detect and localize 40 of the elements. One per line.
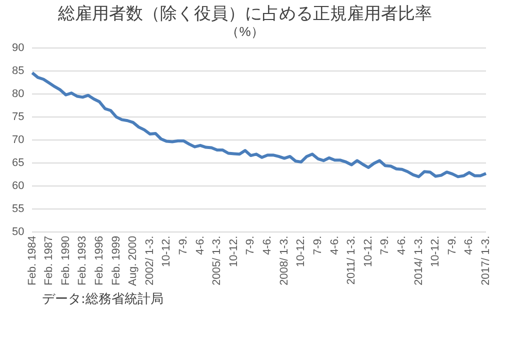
x-tick-label: 4-6. — [396, 236, 408, 255]
x-tick-label: Aug. 2000 — [127, 236, 140, 286]
chart-subtitle: （%） — [226, 24, 264, 39]
y-tick-label: 80 — [12, 88, 24, 100]
x-tick-label: 7-9. — [379, 236, 392, 255]
x-tick-label: Feb. 1996 — [93, 236, 106, 286]
x-tick-label: 7-9. — [312, 236, 324, 255]
x-tick-label: 2005/ 1-3. — [211, 236, 224, 286]
y-tick-label: 75 — [12, 110, 24, 123]
x-tick-label: 10-12. — [160, 236, 173, 268]
x-tick-label: 7-9. — [178, 236, 190, 255]
x-tick-label: 10-12. — [362, 236, 374, 268]
x-tick-label: 4-6. — [328, 236, 341, 255]
x-tick-label: 4-6. — [194, 236, 206, 255]
x-tick-label: Feb. 1987 — [43, 236, 56, 286]
x-tick-label: 2017/ 1-3. — [480, 236, 492, 286]
x-tick-label: Feb. 1993 — [76, 236, 89, 286]
x-tick-label: 10-12. — [295, 236, 308, 268]
x-tick-label: 7-9. — [446, 236, 458, 255]
y-tick-label: 55 — [12, 202, 24, 215]
y-tick-label: 85 — [12, 65, 24, 78]
x-tick-label: 2011/ 1-3. — [346, 236, 358, 285]
y-tick-label: 60 — [12, 180, 24, 192]
x-tick-label: 10-12. — [430, 236, 442, 268]
y-tick-label: 90 — [12, 42, 24, 54]
y-tick-label: 65 — [12, 156, 24, 169]
text: データ:総務省統計局 — [42, 291, 164, 308]
x-tick-label: 2002/ 1-3. — [144, 236, 156, 286]
y-tick-label: 50 — [12, 226, 24, 238]
x-tick-label: 2008/ 1-3. — [278, 236, 290, 286]
x-tick-label: Feb. 1984 — [26, 236, 38, 286]
x-tick-label: Feb. 1990 — [60, 236, 72, 286]
x-tick-label: 4-6. — [262, 236, 274, 255]
x-tick-label: 7-9. — [244, 236, 257, 255]
chart-title: 総雇用者数（除く役員）に占める正規雇用者比率 — [57, 4, 432, 23]
x-tick-label: 4-6. — [463, 236, 476, 255]
y-tick-label: 70 — [12, 134, 24, 146]
x-tick-label: Feb. 1999 — [110, 236, 122, 286]
x-tick-label: 2014/ 1-3. — [412, 236, 425, 286]
x-tick-label: 10-12. — [228, 236, 240, 268]
